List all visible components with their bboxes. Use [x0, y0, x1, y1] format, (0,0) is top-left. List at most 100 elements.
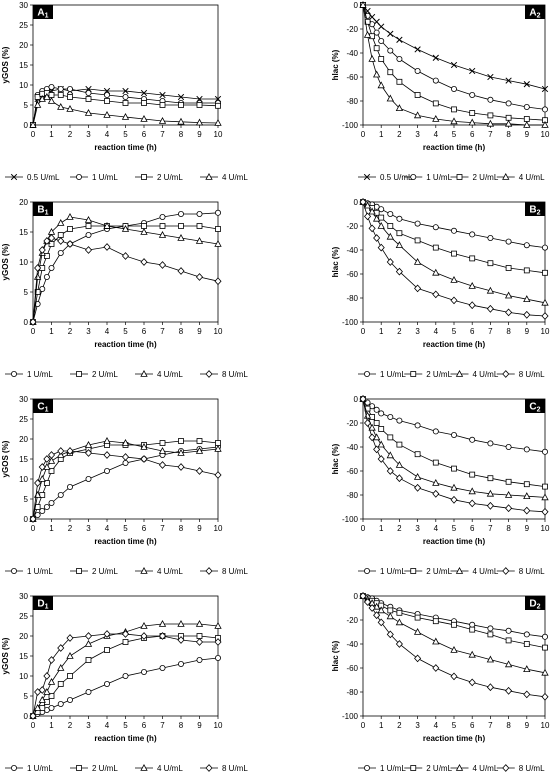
data-point — [486, 489, 495, 497]
data-point — [505, 100, 512, 107]
data-point — [158, 116, 167, 124]
data-point — [542, 644, 548, 651]
y-tick-label: 0 — [354, 1, 359, 10]
y-tick-label: -80 — [346, 688, 358, 697]
legend-marker — [455, 763, 464, 771]
data-point — [468, 281, 476, 289]
panel-label: D1 — [37, 599, 48, 611]
data-point — [140, 114, 148, 122]
panel-label-badge — [525, 596, 545, 610]
x-tick-label: 6 — [470, 721, 475, 730]
legend-marker — [205, 172, 213, 180]
x-tick-label: 0 — [361, 721, 366, 730]
y-tick-label: -40 — [346, 640, 358, 649]
data-point — [214, 655, 221, 662]
data-point — [414, 614, 421, 621]
data-point — [395, 104, 404, 111]
y-tick-label: -20 — [346, 222, 358, 231]
x-tick-label: 7 — [488, 327, 493, 336]
data-point — [104, 98, 110, 104]
data-point — [523, 481, 530, 488]
data-point — [432, 77, 439, 84]
data-point — [450, 431, 457, 438]
data-point — [122, 94, 129, 101]
data-point — [414, 483, 422, 492]
data-point — [177, 636, 185, 644]
data-point — [414, 284, 422, 293]
data-point — [523, 631, 530, 638]
data-point — [378, 38, 385, 45]
data-point — [121, 224, 130, 232]
data-point — [140, 258, 148, 266]
data-point — [523, 492, 531, 500]
x-tick-label: 4 — [105, 524, 110, 533]
data-point — [214, 277, 222, 286]
x-axis-title: reaction time (h) — [423, 537, 486, 546]
data-point — [505, 77, 512, 84]
legend-label: 0.5 U/mL — [380, 173, 413, 182]
data-point — [395, 640, 403, 648]
x-tick-label: 8 — [506, 524, 511, 533]
data-point — [48, 468, 55, 474]
data-point — [469, 231, 476, 238]
data-point — [67, 697, 74, 704]
x-tick-label: 8 — [179, 327, 184, 336]
data-point — [57, 86, 64, 93]
data-point — [67, 483, 74, 490]
panel-B1: 0 5 10 15 20 0 1 2 3 4 5 6 7 8 9 10 reaction time (h) yGO… — [1, 198, 248, 379]
y-tick-label: 25 — [19, 612, 28, 621]
data-point — [368, 604, 376, 612]
legend-label: 2 U/mL — [426, 764, 452, 772]
x-tick-label: 10 — [541, 130, 550, 139]
legend-marker — [363, 173, 371, 181]
x-tick-label: 5 — [123, 721, 128, 730]
panel-label-badge — [33, 5, 53, 19]
panel-label-badge — [33, 399, 53, 413]
data-point — [505, 478, 512, 485]
legend-label: 4 U/mL — [473, 567, 499, 576]
data-point — [468, 499, 476, 508]
x-tick-label: 8 — [506, 721, 511, 730]
data-point — [541, 507, 549, 516]
x-tick-label: 9 — [525, 721, 530, 730]
x-tick-label: 3 — [415, 327, 420, 336]
data-point — [432, 114, 440, 122]
data-point — [432, 224, 439, 231]
data-point — [487, 475, 494, 482]
data-point — [432, 100, 439, 107]
data-point — [451, 621, 457, 628]
data-point — [542, 483, 548, 490]
y-tick-label: -40 — [346, 246, 358, 255]
data-point — [450, 645, 458, 653]
data-point — [159, 223, 166, 229]
data-point — [141, 223, 147, 229]
data-point — [523, 665, 531, 672]
legend-marker — [76, 173, 83, 180]
y-tick-label: 30 — [19, 592, 28, 601]
data-point — [395, 267, 403, 276]
data-point — [505, 443, 512, 450]
panel-label: B1 — [37, 205, 48, 217]
data-point — [487, 234, 494, 241]
legend-label: 1 U/mL — [380, 370, 406, 379]
data-point — [469, 471, 476, 478]
data-point — [178, 438, 184, 444]
data-point — [43, 672, 51, 680]
x-tick-label: 2 — [397, 524, 402, 533]
data-point — [378, 410, 385, 417]
y-tick-label: 10 — [19, 258, 28, 267]
data-point — [34, 479, 42, 487]
x-axis-title: reaction time (h) — [423, 340, 486, 349]
data-point — [450, 61, 458, 69]
data-point — [378, 23, 385, 30]
data-point — [33, 703, 42, 711]
data-point — [39, 507, 46, 514]
x-tick-label: 7 — [160, 524, 165, 533]
data-point — [450, 672, 458, 681]
data-point — [372, 214, 381, 222]
data-point — [387, 223, 394, 229]
x-tick-label: 2 — [397, 721, 402, 730]
y-tick-label: -100 — [342, 515, 359, 524]
legend-label: 4 U/mL — [473, 370, 499, 379]
data-point — [48, 264, 55, 271]
